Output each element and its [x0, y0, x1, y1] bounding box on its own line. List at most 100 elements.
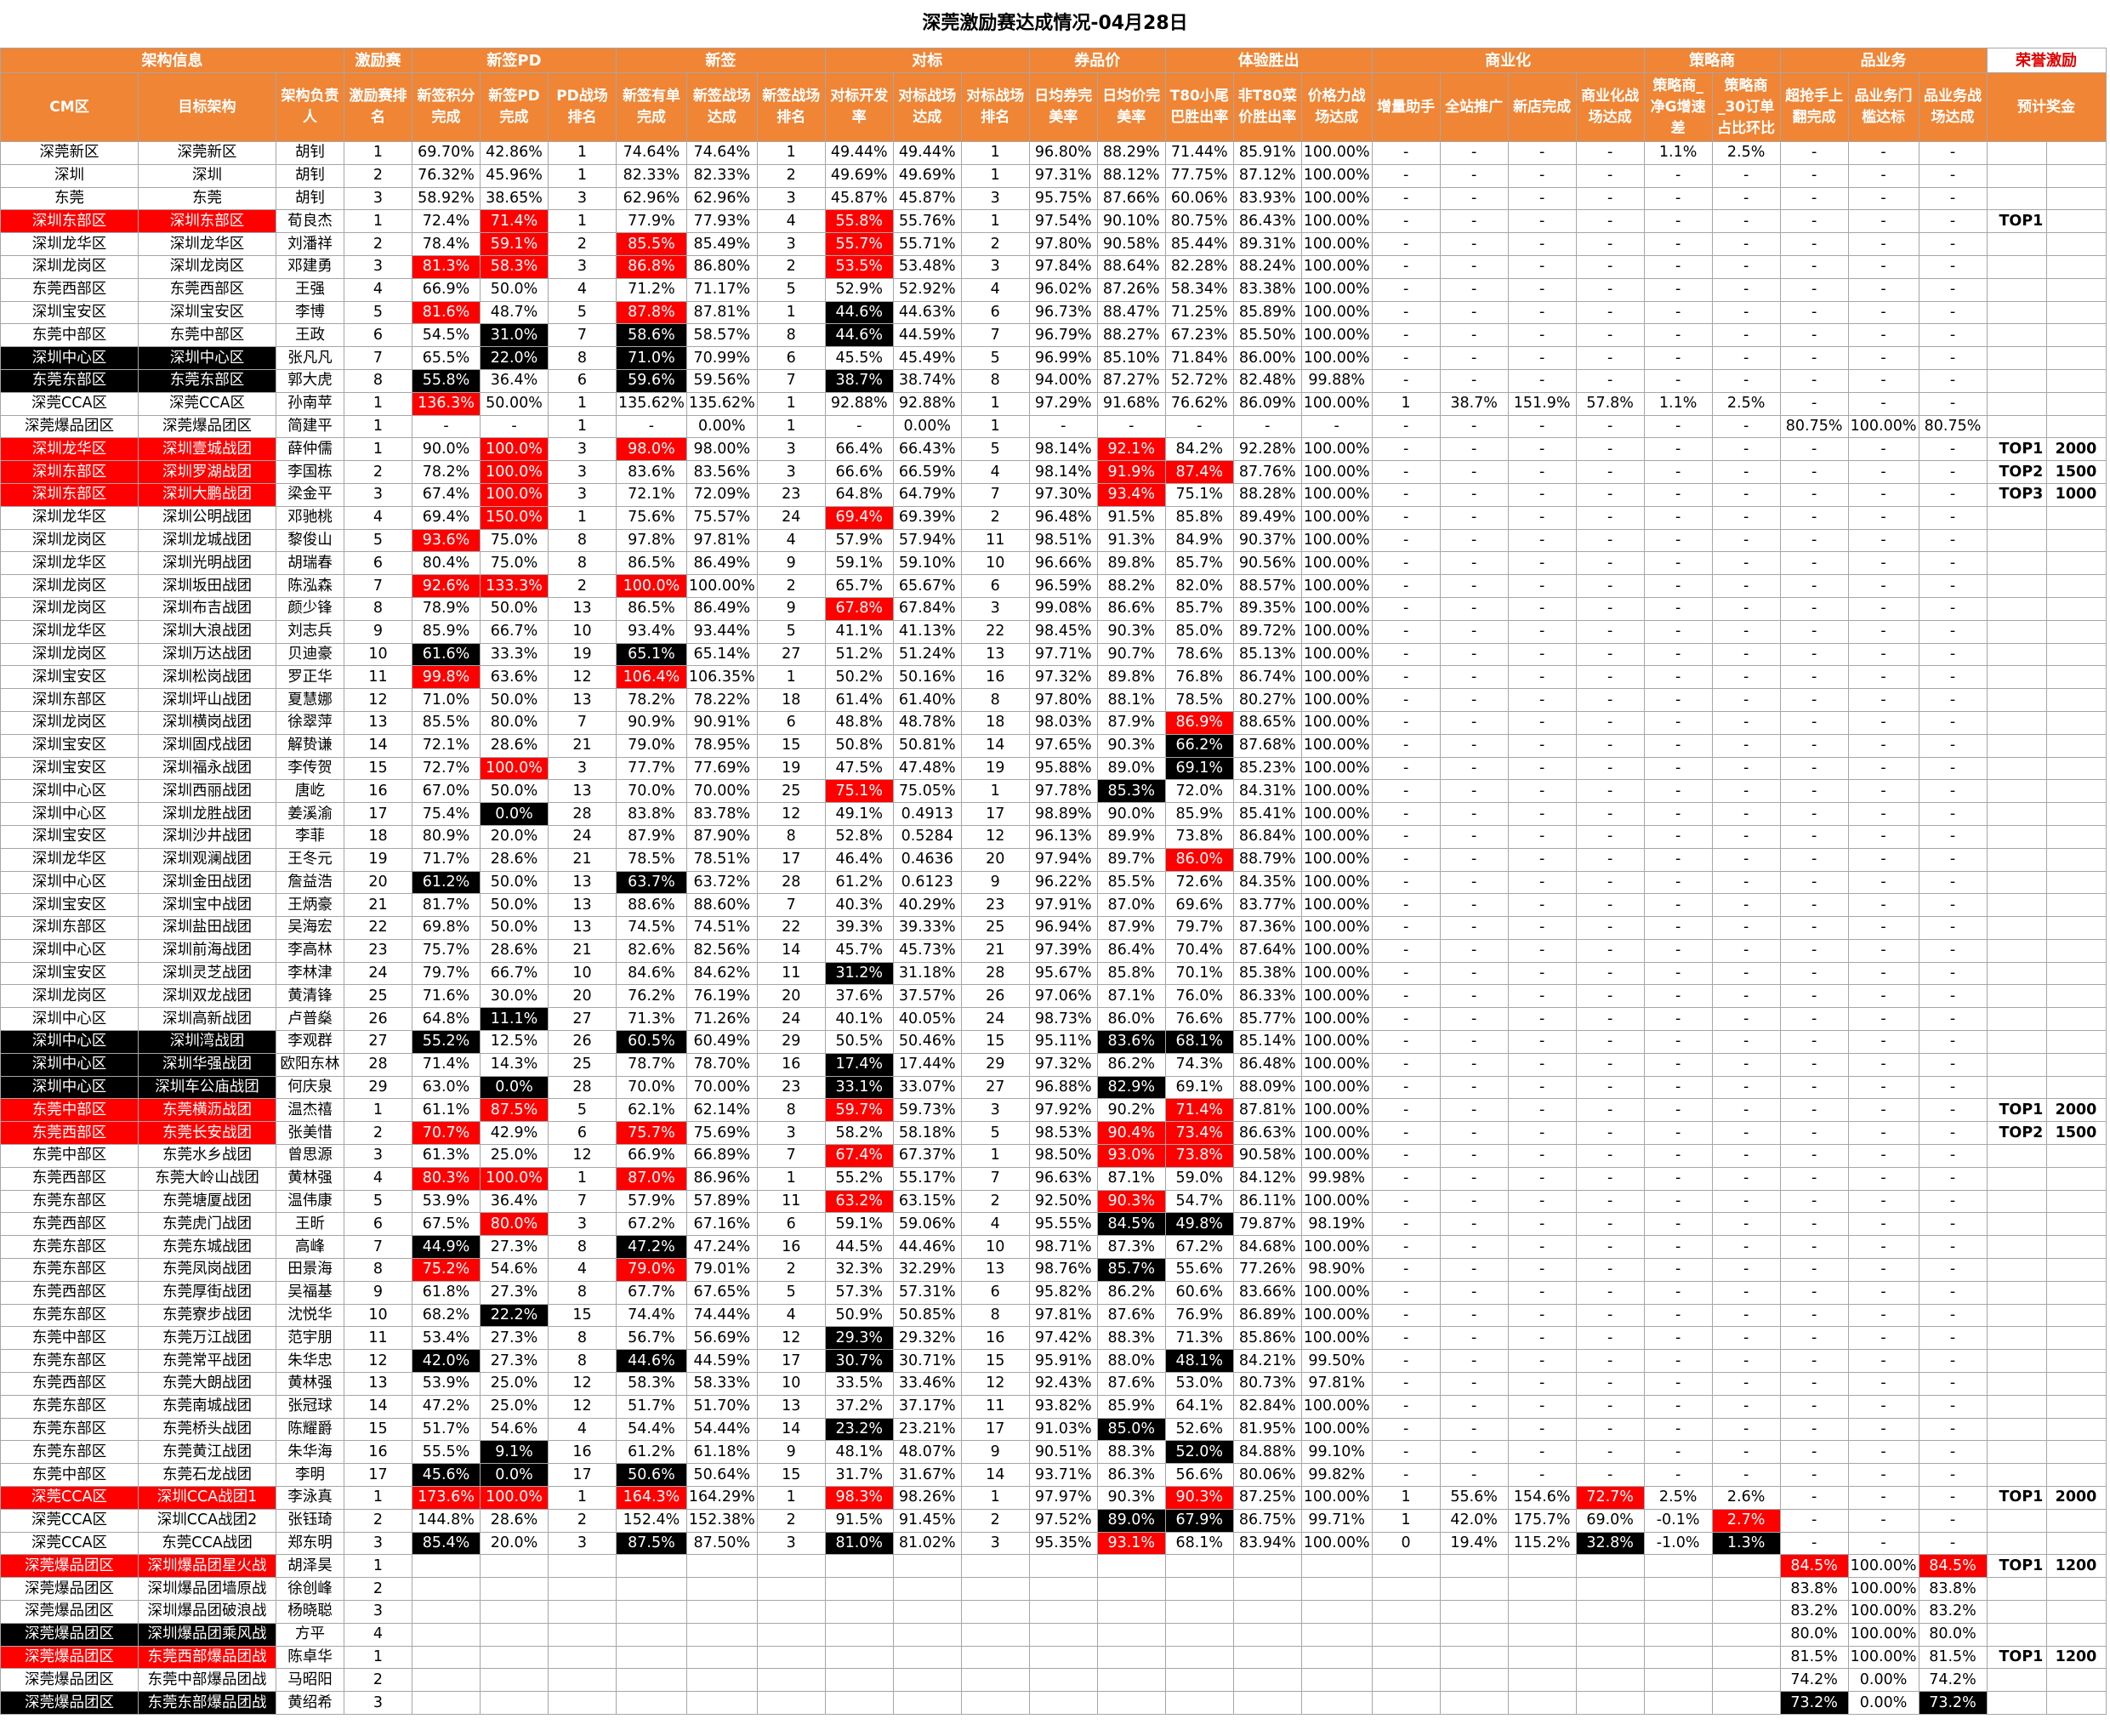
table-cell: - [1371, 984, 1441, 1009]
table-cell: 76.62% [1164, 391, 1234, 416]
table-cell: 85.8% [1096, 961, 1166, 986]
table-cell: - [1575, 1258, 1645, 1282]
table-cell: 85.50% [1232, 323, 1302, 348]
table-cell: 100.00% [1300, 870, 1373, 895]
table-cell: - [1643, 870, 1713, 895]
table-cell: 40.29% [892, 893, 962, 918]
table-cell [1028, 1577, 1098, 1601]
table-cell: - [1711, 710, 1781, 735]
table-row: 东莞东部区 东莞凤岗战团 田景海 8 75.2% 54.6% 4 79.0% 79.01% 2 32… [0, 1258, 2107, 1282]
table-cell: 东莞中部区 [138, 323, 276, 348]
table-cell: - [1847, 505, 1919, 530]
table-cell: 0 [1371, 1531, 1441, 1556]
table-row: 深圳龙华区 深圳公明战团 邓驰桃 4 69.4% 150.0% 1 75.6% 75.57% 24… [0, 505, 2107, 530]
table-cell [412, 1554, 481, 1579]
table-cell: 78.2% [412, 460, 481, 484]
table-cell: - [1918, 1212, 1988, 1237]
table-cell: - [1371, 482, 1441, 507]
bonus-cell [2045, 346, 2107, 370]
bonus-cell [2045, 323, 2107, 348]
table-cell: 54.4% [616, 1417, 687, 1442]
table-cell: 77.93% [685, 209, 758, 234]
table-cell: - [1507, 1144, 1577, 1168]
table-cell: - [1507, 1007, 1577, 1032]
table-cell: 31.2% [824, 961, 894, 986]
table-cell: - [1643, 1372, 1713, 1396]
honor-rank-cell [1986, 733, 2047, 758]
table-cell: 25.0% [480, 1144, 549, 1168]
table-cell: 63.15% [892, 1189, 962, 1214]
table-cell: 97.94% [1028, 847, 1098, 872]
table-cell: 深圳坂田战团 [138, 574, 276, 598]
table-cell: 刘志兵 [276, 619, 344, 644]
table-cell: 80.3% [412, 1166, 481, 1191]
table-cell: - [1643, 1212, 1713, 1237]
table-cell: - [1711, 688, 1781, 712]
table-cell: 100.00% [1300, 619, 1373, 644]
table-cell: - [1507, 688, 1577, 712]
table-cell: 90.56% [1232, 551, 1302, 576]
table-cell: 87.25% [1232, 1486, 1302, 1510]
table-cell: 53.48% [892, 254, 962, 279]
table-cell [1371, 1577, 1441, 1601]
table-cell: 88.27% [1096, 323, 1166, 348]
table-cell: 97.81% [685, 528, 758, 553]
table-cell: 85.0% [1164, 619, 1234, 644]
table-cell: 87.27% [1096, 368, 1166, 393]
table-cell: 深圳大浪战团 [138, 619, 276, 644]
table-cell: 83.78% [685, 802, 758, 826]
table-cell: - [1643, 1007, 1713, 1032]
table-cell: - [1918, 961, 1988, 986]
table-cell: - [1779, 893, 1849, 918]
table-cell: 东莞长安战团 [138, 1121, 276, 1146]
column-header: 架构负责人 [276, 72, 344, 142]
table-cell: 东莞西部区 [0, 1121, 139, 1146]
table-cell: 3 [960, 186, 1030, 211]
table-cell: 72.4% [412, 209, 481, 234]
table-cell: 72.09% [685, 482, 758, 507]
table-cell: 66.89% [685, 1144, 758, 1168]
honor-rank-cell [1986, 1600, 2047, 1624]
table-cell [685, 1668, 758, 1693]
table-cell: 1 [344, 414, 412, 439]
table-cell: - [1779, 437, 1849, 462]
table-cell: 100.00% [1300, 1303, 1373, 1328]
table-cell: 66.4% [824, 437, 894, 462]
table-cell [1371, 1622, 1441, 1647]
table-cell: 154.6% [1507, 1486, 1577, 1510]
table-cell: 19 [548, 642, 617, 667]
honor-rank-cell [1986, 1372, 2047, 1396]
table-cell: 85.5% [412, 710, 481, 735]
bonus-cell [2045, 1212, 2107, 1237]
table-cell: 93.4% [1096, 482, 1166, 507]
table-cell: - [1847, 346, 1919, 370]
table-cell: 16 [548, 1440, 617, 1465]
table-cell: 1 [756, 141, 826, 165]
table-cell: 15 [344, 756, 412, 781]
table-cell: - [1507, 1440, 1577, 1465]
table-cell: 97.42% [1028, 1326, 1098, 1351]
table-cell: - [1711, 163, 1781, 188]
table-cell: - [1575, 141, 1645, 165]
table-cell: 深圳龙岗区 [138, 254, 276, 279]
table-cell: - [1507, 414, 1577, 439]
table-cell: - [1847, 300, 1919, 325]
table-cell: 6 [960, 300, 1030, 325]
table-cell: 深圳宝安区 [138, 300, 276, 325]
table-cell: 97.80% [1028, 232, 1098, 256]
table-cell: - [1507, 710, 1577, 735]
table-cell [1028, 1622, 1098, 1647]
table-cell: - [1575, 1144, 1645, 1168]
table-cell: 82.84% [1232, 1394, 1302, 1419]
table-cell: - [1711, 482, 1781, 507]
table-cell: 86.09% [1232, 391, 1302, 416]
table-cell: - [1847, 1372, 1919, 1396]
table-cell: - [1711, 254, 1781, 279]
table-cell: - [1439, 870, 1509, 895]
table-cell: 98.50% [1028, 1144, 1098, 1168]
table-cell: 96.48% [1028, 505, 1098, 530]
table-cell: - [1575, 870, 1645, 895]
table-cell [548, 1691, 617, 1715]
table-cell: - [1847, 1326, 1919, 1351]
table-cell: - [1918, 346, 1988, 370]
